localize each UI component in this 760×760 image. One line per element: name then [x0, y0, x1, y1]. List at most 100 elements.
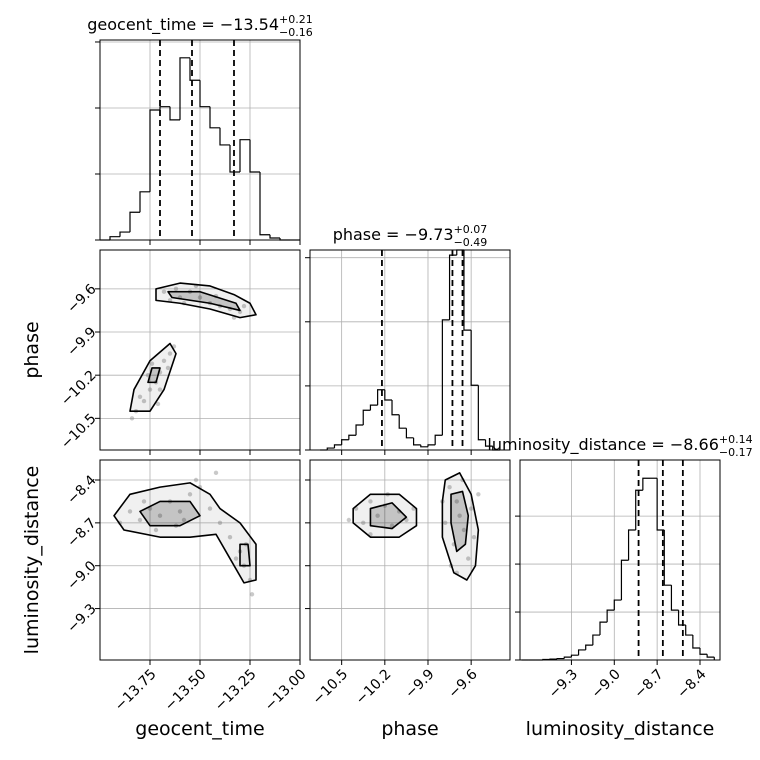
sample-point: [447, 484, 452, 490]
histogram-step: [249, 139, 260, 173]
histogram-step: [412, 437, 421, 446]
sample-point: [368, 499, 373, 504]
title-sup: +0.21: [279, 13, 313, 26]
contour: [352, 493, 418, 538]
x-tick-label: −9.3: [546, 666, 581, 701]
y-tick-label: −9.3: [64, 601, 99, 636]
sample-point: [155, 401, 161, 407]
x-axis-label: luminosity_distance: [526, 718, 715, 740]
histogram-step: [642, 477, 650, 491]
panel-frame: [99, 249, 301, 451]
panel: geocent_time = −13.54+0.21 −0.16: [87, 13, 313, 245]
panel: −10.5−10.2−9.9−9.6 phase: [305, 459, 511, 740]
sample-point: [457, 513, 462, 518]
histogram-step: [348, 434, 357, 440]
histogram-step: [405, 428, 414, 439]
sample-point: [187, 492, 193, 497]
sample-point: [161, 358, 167, 363]
histogram-step: [169, 106, 180, 121]
panel-title: luminosity_distance = −8.66+0.14 −0.17: [487, 433, 752, 459]
sample-point: [375, 513, 380, 518]
contour: [369, 502, 408, 530]
histogram-step: [398, 414, 407, 429]
histogram-step: [377, 389, 385, 406]
x-axis-label: phase: [381, 718, 438, 740]
histogram-step: [685, 624, 693, 636]
sample-point: [241, 303, 247, 309]
panel: −9.3 −9.0 −8.7 −8.4 luminosity_distance lumin…: [487, 433, 752, 740]
sample-point: [227, 534, 233, 540]
sample-point: [181, 517, 187, 523]
histogram-step: [570, 654, 579, 658]
histogram-step: [663, 530, 672, 586]
histogram-step: [670, 585, 679, 611]
x-tick-label: −10.5: [310, 666, 352, 708]
histogram-step: [239, 139, 250, 173]
sample-point: [197, 295, 203, 300]
sample-point: [129, 416, 135, 421]
histogram-step: [599, 621, 608, 636]
title-sub: −0.49: [454, 236, 488, 249]
histogram-step: [592, 634, 600, 646]
sample-point: [217, 520, 223, 526]
contour: [239, 543, 251, 567]
sample-point: [173, 286, 179, 292]
histogram-step: [699, 648, 708, 655]
histogram-step: [355, 424, 364, 436]
histogram-step: [391, 400, 400, 416]
sample-point: [193, 477, 199, 483]
sample-point: [167, 351, 173, 356]
sample-point: [177, 509, 183, 514]
histogram-step: [448, 254, 457, 320]
sample-point: [153, 527, 159, 533]
contour: [167, 290, 241, 312]
x-tick-label: −8.7: [631, 666, 666, 701]
sample-point: [137, 394, 143, 399]
sample-point: [249, 592, 255, 597]
histogram-step: [259, 172, 270, 236]
histogram-step: [149, 109, 160, 192]
histogram-step: [129, 211, 140, 233]
x-tick-label: −13.00: [262, 666, 310, 714]
histogram-step: [420, 444, 428, 448]
histogram-step: [470, 330, 479, 386]
sample-point: [468, 506, 474, 511]
histogram-step: [209, 106, 220, 129]
histogram-step: [362, 409, 371, 425]
sample-point: [233, 556, 239, 561]
histogram-step: [613, 599, 622, 611]
contour: [129, 342, 177, 412]
histogram-step: [326, 447, 335, 450]
panel: −13.75 −13.50 −13.25 −13.00 −9.3 −9.0 −8.7 −8.4…: [21, 459, 310, 740]
panel-title: geocent_time = −13.54+0.21 −0.16: [87, 13, 313, 39]
histogram-step: [441, 319, 450, 436]
sample-point: [161, 289, 167, 294]
contour: [139, 500, 201, 527]
sample-point: [361, 520, 366, 526]
panel: phase = −9.73+0.07 −0.49: [305, 223, 511, 455]
histogram-step: [706, 654, 715, 658]
histogram-step: [577, 649, 586, 656]
sample-point: [147, 387, 153, 392]
panel-frame: [99, 39, 301, 241]
panel-frame: [309, 249, 511, 451]
title-main: geocent_time = −13.54: [87, 15, 279, 35]
contour: [450, 490, 470, 553]
sample-point: [157, 387, 163, 392]
sample-point: [165, 365, 171, 371]
sample-point: [137, 517, 143, 523]
histogram-step: [606, 609, 615, 623]
sample-point: [443, 520, 448, 526]
x-tick-label: −9.0: [589, 666, 624, 701]
y-tick-label: −10.5: [58, 411, 100, 453]
title-main: phase = −9.73: [333, 225, 454, 244]
histogram-step: [484, 439, 493, 447]
histogram-step: [427, 444, 436, 447]
histogram-step: [463, 250, 472, 331]
histogram-step: [635, 489, 643, 531]
sample-point: [213, 470, 219, 476]
histogram-step: [219, 127, 230, 146]
histogram-step: [119, 231, 130, 237]
x-tick-label: −13.25: [212, 666, 260, 714]
